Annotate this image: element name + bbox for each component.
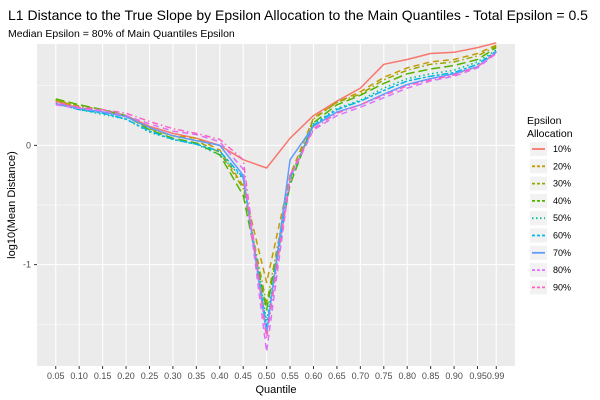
x-tick-label: 0.35: [188, 371, 206, 381]
x-tick-label: 0.90: [445, 371, 463, 381]
legend-key-bg: [530, 211, 547, 226]
legend-label: 90%: [553, 282, 571, 292]
legend-label: 20%: [553, 161, 571, 171]
x-tick-label: 0.50: [258, 371, 276, 381]
x-tick-label: 0.60: [305, 371, 323, 381]
x-tick-label: 0.55: [281, 371, 299, 381]
series-line-80pct: [55, 52, 497, 353]
x-tick-label: 0.15: [94, 371, 112, 381]
series-line-40pct: [55, 46, 497, 311]
x-tick-label: 0.20: [117, 371, 135, 381]
legend-title-line-1: Epsilon: [527, 115, 562, 127]
x-tick-label: 0.10: [70, 371, 88, 381]
series-line-70pct: [55, 51, 497, 335]
legend-label: 30%: [553, 179, 571, 189]
legend-label: 50%: [553, 213, 571, 223]
series-line-60pct: [55, 50, 497, 328]
x-tick-label: 0.65: [328, 371, 346, 381]
x-tick-label: 0.05: [47, 371, 65, 381]
legend-title-line-2: Allocation: [527, 128, 573, 140]
x-tick-label: 0.70: [352, 371, 370, 381]
legend-label: 40%: [553, 196, 571, 206]
legend-label: 10%: [553, 144, 571, 154]
legend-label: 70%: [553, 248, 571, 258]
chart-subtitle: Median Epsilon = 80% of Main Quantiles E…: [8, 28, 235, 40]
y-tick-label: -1: [23, 260, 31, 270]
x-tick-label: 0.30: [164, 371, 182, 381]
x-tick-label: 0.85: [422, 371, 440, 381]
y-axis-title: log10(Mean Distance): [6, 151, 18, 259]
x-tick-label: 0.75: [375, 371, 393, 381]
series-line-90pct: [55, 51, 497, 340]
y-tick-label: 0: [26, 140, 31, 150]
x-axis-ticks: 0.05 0.10 0.15 0.20 0.25 0.30 0.35 0.40 0.45 0.50…: [47, 366, 504, 381]
x-axis-title: Quantile: [256, 384, 297, 396]
x-tick-label: 0.950.99: [469, 371, 504, 381]
y-axis-ticks: -1 0: [23, 140, 37, 270]
x-tick-label: 0.25: [141, 371, 159, 381]
legend: Epsilon Allocation 10% 20% 30% 40% 50% 60% 70%…: [527, 115, 573, 295]
series-line-20pct: [55, 44, 497, 284]
x-tick-label: 0.80: [398, 371, 416, 381]
x-tick-label: 0.45: [234, 371, 252, 381]
grid-lines: [37, 44, 515, 366]
legend-label: 80%: [553, 265, 571, 275]
legend-label: 60%: [553, 231, 571, 241]
series-lines: [55, 42, 497, 353]
chart-title: L1 Distance to the True Slope by Epsilon…: [8, 7, 588, 23]
x-tick-label: 0.40: [211, 371, 229, 381]
